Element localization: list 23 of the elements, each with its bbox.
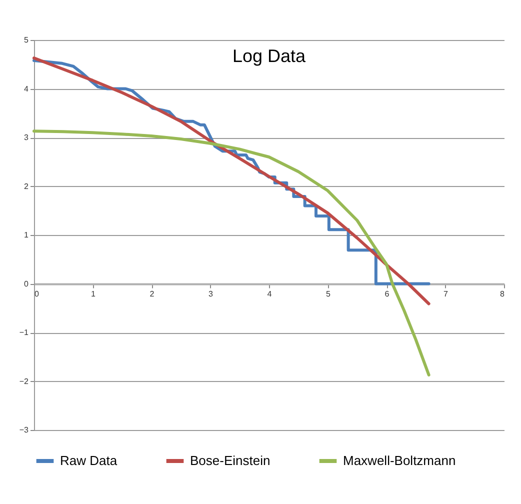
x-tick-label: 3 — [208, 289, 214, 298]
y-tick-label: 2 — [24, 182, 30, 191]
x-tick-label: 1 — [91, 289, 96, 298]
y-tick-label: 5 — [24, 36, 30, 44]
y-tick-label: −2 — [19, 376, 30, 386]
y-tick-label: 3 — [24, 133, 30, 142]
y-tick-label: 4 — [24, 84, 30, 94]
x-tick-label: 8 — [500, 289, 506, 298]
line-series — [32, 130, 430, 376]
x-tick-label: 5 — [326, 289, 332, 298]
y-tick-label: 0 — [24, 279, 30, 288]
chart-title: Log Data — [232, 46, 307, 66]
x-tick-label: 4 — [267, 289, 272, 298]
y-tick-label: 1 — [24, 230, 30, 240]
legend-label: Raw Data — [60, 453, 118, 468]
x-tick-label: 2 — [150, 289, 155, 298]
legend-label: Bose-Einstein — [190, 453, 270, 468]
x-tick-label: 7 — [444, 289, 449, 298]
legend-label: Maxwell-Boltzmann — [343, 453, 456, 468]
x-tick-label: 6 — [384, 289, 390, 298]
y-tick-label: −3 — [19, 426, 30, 434]
x-tick-label: 0 — [34, 289, 40, 298]
y-tick-label: −1 — [19, 328, 30, 337]
